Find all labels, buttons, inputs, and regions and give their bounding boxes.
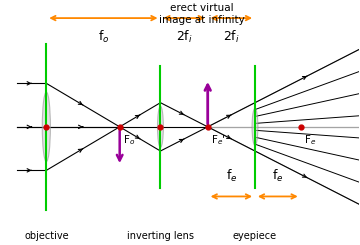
- Ellipse shape: [252, 108, 258, 145]
- Text: F$_e$': F$_e$': [211, 133, 226, 147]
- Ellipse shape: [42, 92, 50, 162]
- Text: objective: objective: [24, 231, 69, 241]
- Text: 2f$_i$: 2f$_i$: [223, 29, 240, 45]
- Ellipse shape: [158, 106, 163, 147]
- Text: f$_e$: f$_e$: [272, 168, 284, 184]
- Text: F$_e$: F$_e$: [304, 133, 316, 147]
- Text: eyepiece: eyepiece: [233, 231, 277, 241]
- Text: erect virtual
image at infinity: erect virtual image at infinity: [159, 3, 244, 25]
- Text: f$_e$: f$_e$: [226, 168, 237, 184]
- Text: F$_o$: F$_o$: [123, 133, 135, 147]
- Text: 2f$_i$: 2f$_i$: [176, 29, 193, 45]
- Text: inverting lens: inverting lens: [127, 231, 194, 241]
- Text: f$_o$: f$_o$: [98, 29, 109, 45]
